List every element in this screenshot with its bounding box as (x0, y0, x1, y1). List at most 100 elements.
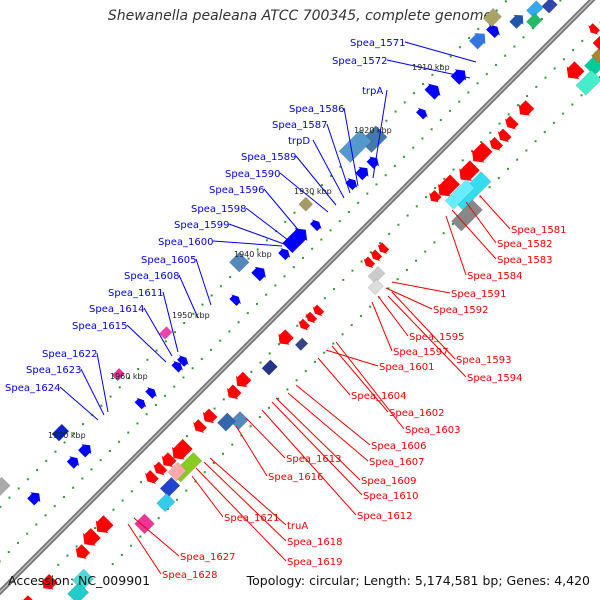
scale-tick (26, 532, 29, 535)
scale-tick (338, 220, 341, 223)
reverse-label-leader (331, 345, 389, 413)
scale-tick (424, 250, 427, 253)
scale-tick (330, 174, 333, 177)
forward-label-leader (178, 274, 199, 319)
forward-feature-block (298, 196, 314, 212)
forward-gene-label: Spea_1608 (124, 271, 179, 282)
forward-gene-arrow (134, 397, 147, 410)
scale-tick (553, 67, 556, 70)
reverse-gene-label: Spea_1604 (351, 391, 406, 402)
scale-tick (277, 343, 280, 346)
reverse-gene-arrow (377, 242, 390, 254)
forward-feature-block (228, 251, 250, 273)
scale-tick (82, 423, 85, 426)
forward-gene-arrow (450, 69, 467, 85)
scale-tick (495, 9, 498, 12)
scale-tick (219, 339, 222, 342)
reverse-gene-arrow (566, 61, 585, 80)
scale-tick (212, 462, 215, 465)
scale-tick (130, 490, 133, 493)
scale-tick (369, 305, 372, 308)
scale-tick (90, 468, 93, 471)
scale-tick (552, 121, 555, 124)
scale-tick (535, 85, 538, 88)
scale-tick (203, 471, 206, 474)
forward-gene-label: Spea_1589 (241, 152, 296, 163)
reverse-feature-block (575, 69, 600, 96)
reverse-feature-block (444, 179, 476, 210)
forward-gene-label: Spea_1587 (272, 120, 327, 131)
forward-gene-arrow (366, 156, 379, 169)
scale-tick (329, 229, 332, 232)
forward-label-leader (59, 386, 99, 421)
scale-tick (154, 404, 157, 407)
reverse-feature-block (216, 412, 237, 432)
scale-tick (118, 440, 121, 443)
reverse-label-leader (385, 287, 433, 310)
scale-tick (412, 92, 415, 95)
scale-tick (72, 486, 75, 489)
reverse-gene-label: Spea_1621 (224, 513, 279, 524)
reverse-gene-arrow (161, 452, 177, 467)
scale-tick (360, 260, 363, 263)
reverse-gene-arrow (588, 23, 600, 35)
scale-tick (497, 177, 500, 180)
scale-tick (430, 128, 433, 131)
forward-label-leader (228, 223, 285, 245)
reverse-label-leader (245, 417, 286, 459)
reverse-label-leader (209, 457, 287, 526)
scale-tick (406, 214, 409, 217)
forward-gene-label: Spea_1605 (141, 255, 196, 266)
scale-tick (305, 315, 308, 318)
scale-tick (581, 39, 584, 42)
reverse-feature-block (592, 35, 600, 51)
scale-tick (7, 551, 10, 554)
reverse-label-leader (133, 517, 180, 557)
reverse-gene-arrow (298, 318, 310, 331)
forward-gene-arrow (145, 387, 157, 399)
scale-kbp-label: 1970 kbp (48, 431, 86, 440)
scale-tick (183, 322, 186, 325)
scale-tick (237, 321, 240, 324)
scale-tick (350, 324, 353, 327)
reverse-gene-arrow (438, 174, 460, 197)
forward-label-leader (212, 240, 283, 247)
reverse-gene-arrow (429, 190, 442, 203)
scale-tick (468, 37, 471, 40)
scale-tick (0, 505, 2, 508)
reverse-gene-label: Spea_1583 (497, 255, 552, 266)
scale-tick (396, 278, 399, 281)
scale-tick (422, 83, 425, 86)
scale-tick (559, 0, 562, 2)
scale-tick (467, 91, 470, 94)
scale-tick (108, 449, 111, 452)
scale-tick (393, 165, 396, 168)
forward-gene-label: trpA (362, 86, 383, 97)
scale-tick (480, 140, 483, 143)
reverse-gene-label: Spea_1612 (357, 511, 412, 522)
reverse-feature-block (167, 461, 187, 482)
reverse-gene-arrow (193, 419, 207, 433)
reverse-label-leader (317, 357, 351, 396)
reverse-gene-arrow (172, 439, 193, 460)
reverse-gene-arrow (21, 595, 33, 600)
scale-tick (157, 517, 160, 520)
reverse-gene-label: Spea_1584 (467, 271, 522, 282)
scale-tick (185, 435, 188, 438)
scale-tick (286, 388, 289, 391)
forward-gene-label: Spea_1598 (191, 204, 246, 215)
scale-tick (192, 312, 195, 315)
reverse-gene-arrow (370, 249, 383, 262)
reverse-gene-label: Spea_1616 (268, 472, 323, 483)
scale-tick (544, 76, 547, 79)
scale-tick (210, 294, 213, 297)
scale-tick (265, 239, 268, 242)
scale-tick (267, 406, 270, 409)
forward-gene-arrow (177, 355, 189, 367)
forward-label-leader (80, 368, 105, 416)
forward-gene-label: Spea_1596 (209, 185, 264, 196)
scale-tick (112, 508, 115, 511)
reverse-gene-label: Spea_1627 (180, 552, 235, 563)
reverse-gene-label: Spea_1591 (451, 289, 506, 300)
scale-tick (526, 95, 529, 98)
